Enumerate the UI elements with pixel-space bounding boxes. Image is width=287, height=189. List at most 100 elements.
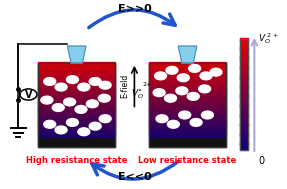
- Bar: [149, 119, 226, 120]
- Polygon shape: [67, 46, 86, 63]
- Circle shape: [98, 94, 110, 102]
- Bar: [38, 112, 115, 113]
- Bar: [149, 76, 226, 77]
- Polygon shape: [178, 46, 197, 63]
- Bar: [149, 105, 226, 106]
- Bar: [149, 104, 226, 105]
- Bar: [38, 87, 115, 88]
- Bar: [240, 101, 248, 102]
- Bar: [38, 122, 115, 123]
- Bar: [149, 93, 226, 94]
- Bar: [149, 113, 226, 114]
- Bar: [149, 71, 226, 72]
- Bar: [149, 88, 226, 89]
- Bar: [240, 61, 248, 62]
- Bar: [240, 134, 248, 136]
- Bar: [240, 143, 248, 145]
- Bar: [38, 101, 115, 103]
- Bar: [240, 108, 248, 109]
- Bar: [149, 124, 226, 125]
- Bar: [149, 112, 226, 113]
- Circle shape: [44, 77, 56, 85]
- Bar: [149, 114, 226, 115]
- Bar: [240, 56, 248, 58]
- Bar: [149, 107, 226, 108]
- Bar: [149, 72, 226, 73]
- Bar: [149, 81, 226, 82]
- Bar: [149, 79, 226, 80]
- Bar: [38, 99, 115, 100]
- Text: E<<0: E<<0: [118, 172, 152, 182]
- Bar: [38, 125, 115, 126]
- Bar: [240, 90, 248, 91]
- Circle shape: [64, 98, 75, 106]
- Bar: [240, 106, 248, 108]
- Bar: [38, 100, 115, 101]
- Circle shape: [55, 83, 67, 91]
- Bar: [38, 90, 115, 91]
- Bar: [38, 113, 115, 114]
- Bar: [149, 93, 226, 94]
- Circle shape: [75, 105, 87, 113]
- Circle shape: [179, 111, 191, 119]
- Bar: [149, 134, 226, 135]
- Bar: [38, 129, 115, 130]
- Bar: [149, 63, 226, 147]
- Text: High resistance state: High resistance state: [26, 156, 127, 165]
- Bar: [38, 63, 115, 147]
- Bar: [149, 82, 226, 84]
- Bar: [149, 70, 226, 71]
- Bar: [149, 94, 226, 95]
- Bar: [38, 91, 115, 92]
- Bar: [149, 116, 226, 117]
- Text: $V_O^{\circ}$: $V_O^{\circ}$: [131, 88, 144, 101]
- Bar: [38, 88, 115, 89]
- Bar: [38, 64, 115, 65]
- Bar: [38, 122, 115, 123]
- Circle shape: [153, 89, 165, 97]
- Bar: [240, 93, 248, 94]
- Bar: [240, 98, 248, 99]
- Bar: [38, 101, 115, 102]
- Circle shape: [190, 119, 202, 126]
- Circle shape: [166, 66, 178, 74]
- Bar: [149, 95, 226, 96]
- Circle shape: [155, 72, 166, 80]
- Bar: [240, 133, 248, 135]
- Bar: [240, 144, 248, 146]
- Circle shape: [176, 87, 188, 95]
- Text: E>>0: E>>0: [118, 4, 152, 14]
- Bar: [149, 132, 226, 133]
- Bar: [38, 77, 115, 78]
- Bar: [38, 120, 115, 121]
- Bar: [38, 124, 115, 125]
- Bar: [240, 130, 248, 131]
- Bar: [38, 119, 115, 120]
- Bar: [38, 67, 115, 68]
- Circle shape: [177, 74, 189, 82]
- Bar: [38, 75, 115, 76]
- Bar: [240, 102, 248, 103]
- Bar: [149, 124, 226, 125]
- Bar: [240, 103, 248, 105]
- Bar: [149, 120, 226, 121]
- Bar: [240, 109, 248, 110]
- Text: V: V: [25, 90, 32, 99]
- Bar: [240, 44, 248, 45]
- Bar: [149, 68, 226, 69]
- Bar: [240, 76, 248, 78]
- Bar: [240, 99, 248, 100]
- Bar: [38, 105, 115, 106]
- Bar: [149, 91, 226, 92]
- Bar: [38, 66, 115, 67]
- Circle shape: [41, 96, 53, 104]
- Bar: [149, 89, 226, 90]
- Circle shape: [78, 128, 90, 136]
- Bar: [38, 106, 115, 107]
- Bar: [38, 70, 115, 71]
- Bar: [38, 118, 115, 119]
- Bar: [149, 115, 226, 117]
- Bar: [240, 118, 248, 119]
- Bar: [149, 63, 226, 64]
- Bar: [38, 102, 115, 103]
